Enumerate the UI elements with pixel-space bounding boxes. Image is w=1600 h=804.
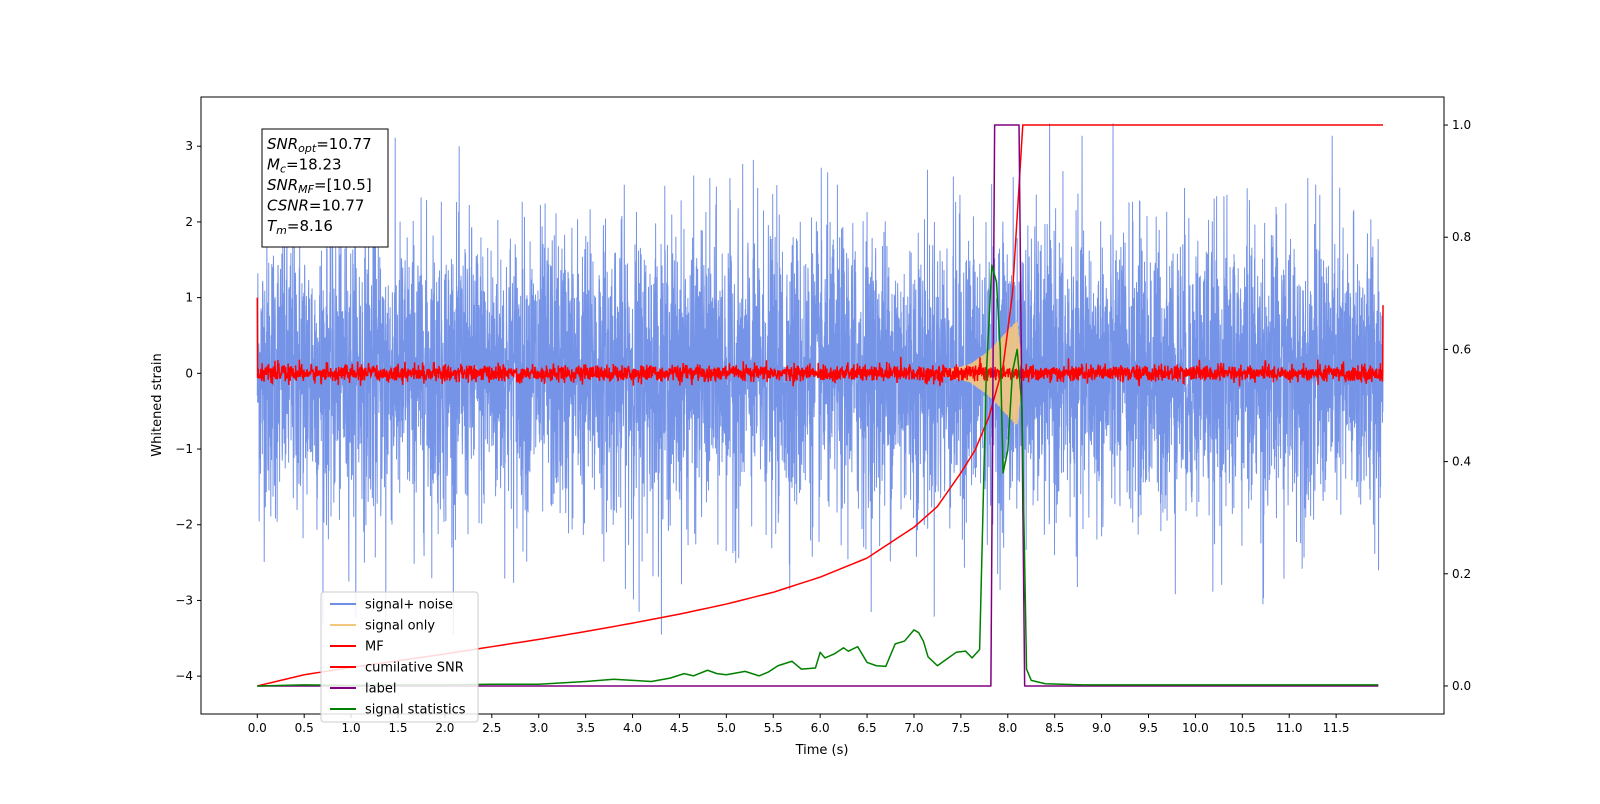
annotation-symbol: M	[267, 156, 280, 174]
x-tick-label: 4.5	[670, 721, 689, 735]
x-tick-label: 4.0	[623, 721, 642, 735]
annotation-line: CSNR=10.77	[267, 197, 364, 215]
y-left-tick-label: −3	[175, 593, 193, 607]
annotation-line: SNRopt=10.77	[267, 135, 372, 155]
legend-entry-label: cumilative SNR	[365, 661, 464, 676]
y-right-tick-label: 1.0	[1452, 118, 1471, 132]
y-left-tick-label: 1	[185, 291, 193, 305]
annotation-value: =10.77	[309, 197, 365, 215]
annotation-value: =[10.5]	[314, 176, 372, 194]
x-tick-label: 1.0	[342, 721, 361, 735]
legend-entry-label: signal statistics	[365, 703, 466, 718]
y-right-tick-label: 0.6	[1452, 342, 1471, 356]
x-tick-label: 11.0	[1276, 721, 1303, 735]
legend-entry-label: MF	[365, 640, 384, 655]
y-left-tick-label: −1	[175, 442, 193, 456]
annotation-line: Tm=8.16	[267, 217, 333, 237]
series-mf-line	[256, 297, 1384, 387]
x-tick-label: 9.0	[1092, 721, 1111, 735]
annotation-line: SNRMF=[10.5]	[267, 176, 372, 196]
annotation-symbol: CSNR	[267, 197, 309, 215]
annotation-symbol: T	[267, 217, 278, 235]
y-axis-label: Whitened strain	[150, 353, 165, 456]
annotation-subscript: MF	[298, 183, 314, 196]
annotation-value: =8.16	[287, 217, 333, 235]
x-tick-label: 7.0	[904, 721, 923, 735]
annotation-box: SNRopt=10.77Mc=18.23SNRMF=[10.5]CSNR=10.…	[261, 128, 389, 248]
annotation-value: =10.77	[316, 135, 372, 153]
x-tick-label: 5.5	[764, 721, 783, 735]
x-tick-label: 8.5	[1045, 721, 1064, 735]
annotation-subscript: m	[276, 224, 287, 237]
series-signal-statistics-line	[257, 264, 1379, 687]
annotation-subscript: opt	[298, 142, 317, 155]
x-tick-label: 2.0	[435, 721, 454, 735]
y-right-tick-label: 0.4	[1452, 455, 1471, 469]
y-left-tick-label: 2	[185, 215, 193, 229]
legend-entry-label: signal only	[365, 619, 435, 634]
annotation-line: Mc=18.23	[267, 156, 342, 176]
annotation-subscript: c	[280, 163, 286, 176]
x-axis: 0.0 0.5 1.0 1.5 2.0 2.5 3.0 3.5 4.0 4.5 5.0 5.5 6.0 6…	[248, 714, 1350, 735]
y-left-tick-label: −4	[175, 669, 193, 683]
legend-frame	[320, 591, 479, 723]
annotation-symbol: SNR	[267, 176, 298, 194]
y-axis-right: 0.0 0.2 0.4 0.6 0.8 1.0	[1444, 118, 1471, 693]
series-signal-noise-line	[256, 123, 1384, 635]
axes-frame	[200, 96, 1445, 715]
x-tick-label: 1.5	[388, 721, 407, 735]
x-tick-label: 6.5	[858, 721, 877, 735]
y-left-tick-label: 3	[185, 139, 193, 153]
legend-entry-label: signal+ noise	[365, 598, 453, 613]
x-tick-label: 6.0	[811, 721, 830, 735]
y-left-tick-label: −2	[175, 518, 193, 532]
x-tick-label: 0.5	[295, 721, 314, 735]
x-tick-label: 5.0	[717, 721, 736, 735]
x-tick-label: 2.5	[482, 721, 501, 735]
x-tick-label: 8.0	[998, 721, 1017, 735]
y-left-tick-label: 0	[185, 366, 193, 380]
annotation-frame	[261, 128, 389, 248]
y-right-tick-label: 0.0	[1452, 679, 1471, 693]
x-tick-label: 3.0	[529, 721, 548, 735]
x-tick-label: 11.5	[1323, 721, 1350, 735]
series-label-line	[257, 124, 1379, 687]
legend: signal+ noise signal only MF cumilative SNR…	[320, 591, 479, 723]
x-tick-label: 0.0	[248, 721, 267, 735]
x-axis-label: Time (s)	[795, 743, 849, 758]
y-right-tick-label: 0.8	[1452, 230, 1471, 244]
x-tick-label: 9.5	[1139, 721, 1158, 735]
x-tick-label: 10.5	[1229, 721, 1256, 735]
annotation-symbol: SNR	[267, 135, 298, 153]
y-axis-left: −4 −3 −2 −1 0 1 2 3	[175, 139, 201, 683]
legend-entry-label: label	[365, 682, 396, 697]
x-tick-label: 7.5	[951, 721, 970, 735]
annotation-value: =18.23	[286, 156, 342, 174]
y-right-tick-label: 0.2	[1452, 567, 1471, 581]
x-tick-label: 10.0	[1182, 721, 1209, 735]
x-tick-label: 3.5	[576, 721, 595, 735]
